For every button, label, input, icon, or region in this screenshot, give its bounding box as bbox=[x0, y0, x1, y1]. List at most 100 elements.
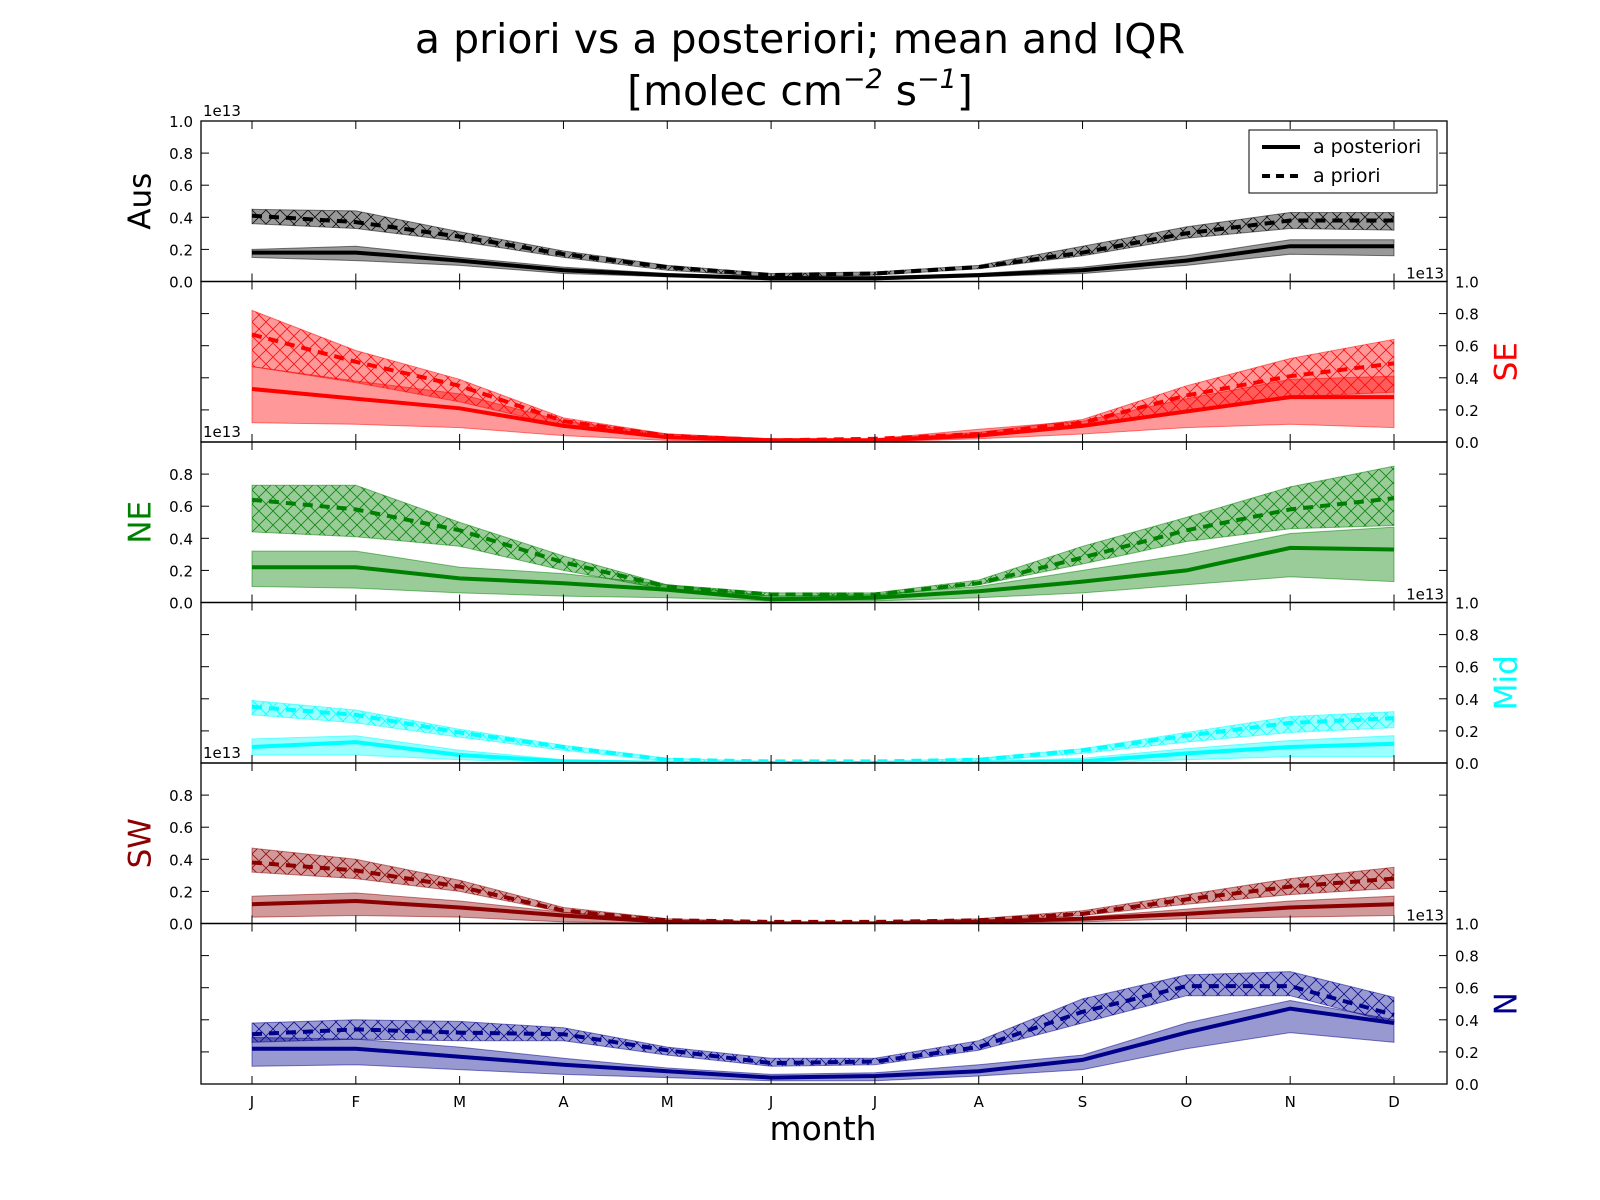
ytick-label-se-2: 0.4 bbox=[1455, 370, 1479, 388]
posterior-mean-line-ne bbox=[252, 545, 1395, 602]
ytick-label-mid-2: 0.4 bbox=[1455, 691, 1479, 709]
ytick-label-ne-3: 0.6 bbox=[169, 498, 193, 516]
ytick-label-aus-3: 0.6 bbox=[169, 177, 193, 195]
ytick-label-ne-4: 0.8 bbox=[169, 466, 193, 484]
xtick-label-3: A bbox=[558, 1093, 569, 1111]
ytick-label-n-3: 0.6 bbox=[1455, 980, 1479, 998]
ytick-label-se-5: 1.0 bbox=[1455, 274, 1479, 292]
ytick-label-ne-1: 0.2 bbox=[169, 562, 193, 580]
series-group-se bbox=[251, 309, 1395, 442]
ytick-label-se-4: 0.8 bbox=[1455, 306, 1479, 324]
panel-sw: 0.0 0.2 0.4 0.6 0.8 1e13 SW bbox=[123, 744, 1448, 934]
prior-mean-line-mid bbox=[251, 704, 1395, 763]
prior-iqr-hatch-n bbox=[252, 971, 1394, 1067]
prior-iqr-hatch-mid bbox=[252, 700, 1394, 763]
xtick-label-0: J bbox=[249, 1093, 254, 1111]
ytick-label-mid-5: 1.0 bbox=[1455, 595, 1479, 613]
offset-label-se: 1e13 bbox=[1406, 265, 1444, 283]
title-units-b: s bbox=[883, 67, 917, 115]
panel-mid: 0.0 0.2 0.4 0.6 0.8 1.0 1e13 Mid bbox=[200, 586, 1525, 773]
title-units-c: ] bbox=[957, 67, 973, 115]
legend-posterior-label: a posteriori bbox=[1313, 136, 1421, 158]
panel-se: 0.0 0.2 0.4 0.6 0.8 1.0 1e13 SE bbox=[200, 265, 1525, 452]
ytick-label-mid-3: 0.6 bbox=[1455, 659, 1479, 677]
offset-label-ne: 1e13 bbox=[203, 423, 241, 441]
series-group-ne bbox=[251, 465, 1395, 602]
region-label-se: SE bbox=[1489, 342, 1525, 381]
prior-mean-line-sw bbox=[251, 860, 1395, 924]
x-axis-label: month bbox=[769, 1109, 876, 1148]
legend: a posteriori a priori bbox=[1248, 129, 1438, 194]
ytick-label-ne-0: 0.0 bbox=[169, 595, 193, 613]
offset-label-aus: 1e13 bbox=[203, 102, 241, 120]
posterior-mean-line-sw bbox=[251, 898, 1395, 924]
region-label-aus: Aus bbox=[123, 173, 159, 230]
ytick-label-n-2: 0.4 bbox=[1455, 1012, 1479, 1030]
panel-frame-mid bbox=[200, 601, 1448, 764]
ytick-label-mid-1: 0.2 bbox=[1455, 723, 1479, 741]
chart-title-line2: [molec cm−2 s−1] bbox=[627, 64, 973, 115]
posterior-mean-line-n bbox=[252, 1006, 1395, 1080]
prior-mean-line-aus bbox=[251, 213, 1394, 278]
ytick-label-sw-4: 0.8 bbox=[169, 787, 193, 805]
series-group-mid bbox=[251, 699, 1395, 763]
xtick-label-2: M bbox=[453, 1093, 466, 1111]
ytick-label-aus-2: 0.4 bbox=[169, 209, 193, 227]
prior-iqr-band-aus bbox=[251, 208, 1395, 278]
ytick-label-aus-1: 0.2 bbox=[169, 241, 193, 259]
xtick-label-5: J bbox=[768, 1093, 773, 1111]
prior-mean-line-n bbox=[251, 984, 1395, 1066]
xtick-label-6: J bbox=[872, 1093, 877, 1111]
region-label-mid: Mid bbox=[1489, 655, 1525, 710]
region-label-sw: SW bbox=[123, 818, 159, 868]
ytick-label-sw-2: 0.4 bbox=[169, 851, 193, 869]
ytick-label-se-0: 0.0 bbox=[1455, 434, 1479, 452]
ytick-label-aus-4: 0.8 bbox=[169, 145, 193, 163]
region-label-ne: NE bbox=[123, 501, 159, 544]
ytick-label-n-0: 0.0 bbox=[1455, 1076, 1479, 1094]
legend-prior-label: a priori bbox=[1313, 165, 1381, 187]
offset-label-sw: 1e13 bbox=[203, 744, 241, 762]
offset-label-mid: 1e13 bbox=[1406, 586, 1444, 604]
ytick-label-n-1: 0.2 bbox=[1455, 1044, 1479, 1062]
panel-n: 0.0 0.2 0.4 0.6 0.8 1.0 1e13 N bbox=[200, 907, 1525, 1094]
xtick-label-11: D bbox=[1388, 1093, 1400, 1111]
prior-iqr-hatch-aus bbox=[252, 209, 1394, 277]
posterior-iqr-band-n bbox=[251, 999, 1395, 1082]
panel-aus: 0.0 0.2 0.4 0.6 0.8 1.0 1e13 Aus bbox=[123, 102, 1448, 292]
ytick-label-mid-0: 0.0 bbox=[1455, 755, 1479, 773]
ytick-label-aus-5: 1.0 bbox=[169, 113, 193, 131]
xtick-label-7: A bbox=[974, 1093, 985, 1111]
xtick-label-4: M bbox=[661, 1093, 674, 1111]
region-label-n: N bbox=[1489, 992, 1525, 1015]
ytick-label-mid-4: 0.8 bbox=[1455, 627, 1479, 645]
prior-iqr-hatch-ne bbox=[252, 466, 1394, 597]
ytick-label-aus-0: 0.0 bbox=[169, 274, 193, 292]
prior-mean-line-se bbox=[251, 332, 1395, 442]
prior-mean-line-ne bbox=[251, 496, 1395, 597]
xtick-label-9: O bbox=[1180, 1093, 1192, 1111]
series-group-aus bbox=[251, 208, 1395, 281]
ytick-label-ne-2: 0.4 bbox=[169, 530, 193, 548]
chart-title-line1: a priori vs a posteriori; mean and IQR bbox=[415, 15, 1185, 63]
panel-frame-n bbox=[200, 922, 1448, 1085]
offset-label-n: 1e13 bbox=[1406, 907, 1444, 925]
posterior-mean-line-mid bbox=[251, 740, 1395, 763]
xtick-label-10: N bbox=[1285, 1093, 1296, 1111]
ytick-label-n-5: 1.0 bbox=[1455, 916, 1479, 934]
xtick-label-1: F bbox=[351, 1093, 360, 1111]
ytick-label-se-1: 0.2 bbox=[1455, 402, 1479, 420]
title-units-exp1: −2 bbox=[843, 64, 883, 95]
title-units-exp2: −1 bbox=[917, 64, 957, 95]
series-group-sw bbox=[251, 847, 1395, 924]
series-group-n bbox=[251, 971, 1395, 1082]
ytick-label-sw-0: 0.0 bbox=[169, 916, 193, 934]
title-units-a: [molec cm bbox=[627, 67, 843, 115]
ytick-label-n-4: 0.8 bbox=[1455, 948, 1479, 966]
legend-box bbox=[1248, 129, 1438, 194]
ytick-label-sw-3: 0.6 bbox=[169, 819, 193, 837]
ytick-label-se-3: 0.6 bbox=[1455, 338, 1479, 356]
posterior-mean-line-aus bbox=[252, 244, 1394, 281]
ytick-label-sw-1: 0.2 bbox=[169, 883, 193, 901]
